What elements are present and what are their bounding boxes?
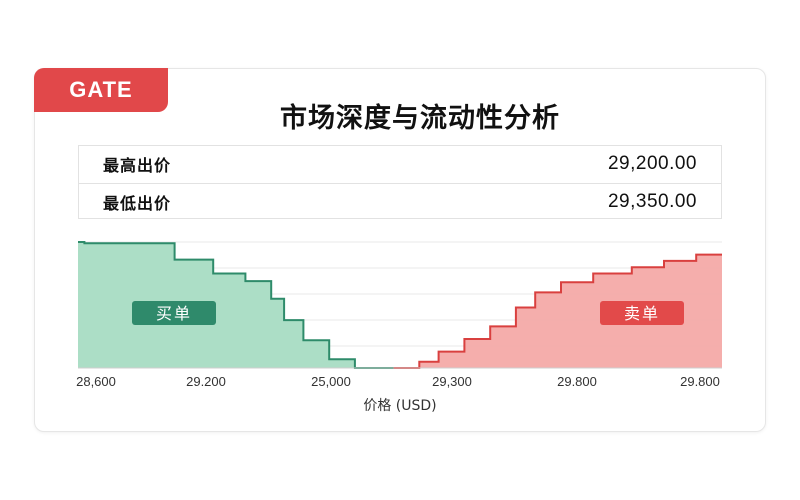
bid-label: 买单	[156, 304, 192, 323]
exchange-badge: GATE	[34, 68, 168, 112]
highest-bid-value: 29,200.00	[607, 153, 697, 174]
ask-label-box	[600, 301, 684, 325]
highest-bid-row: 最高出价 29,200.00	[79, 146, 721, 182]
x-tick-label: 29.200	[186, 374, 226, 389]
ask-line	[393, 253, 722, 369]
x-tick-label: 29,300	[432, 374, 472, 389]
x-tick-label: 29.800	[557, 374, 597, 389]
lowest-ask-label: 最低出价	[103, 193, 172, 213]
x-axis-label: 价格 (USD)	[363, 398, 436, 414]
page-title: 市场深度与流动性分析	[280, 103, 560, 134]
ask-label: 卖单	[624, 304, 660, 323]
highest-bid-label: 最高出价	[103, 156, 172, 175]
bid-area	[78, 242, 394, 368]
x-tick-label: 25,000	[311, 374, 351, 389]
lowest-ask-row: 最低出价 29,350.00	[79, 183, 721, 219]
lowest-ask-value: 29,350.00	[607, 190, 697, 212]
bid-label-box	[132, 301, 216, 325]
x-tick-label: 28,600	[76, 374, 116, 389]
bid-line	[78, 241, 394, 369]
price-table: 最高出价 29,200.00 最低出价 29,350.00	[78, 145, 722, 219]
x-tick-label: 29.800	[680, 374, 720, 389]
